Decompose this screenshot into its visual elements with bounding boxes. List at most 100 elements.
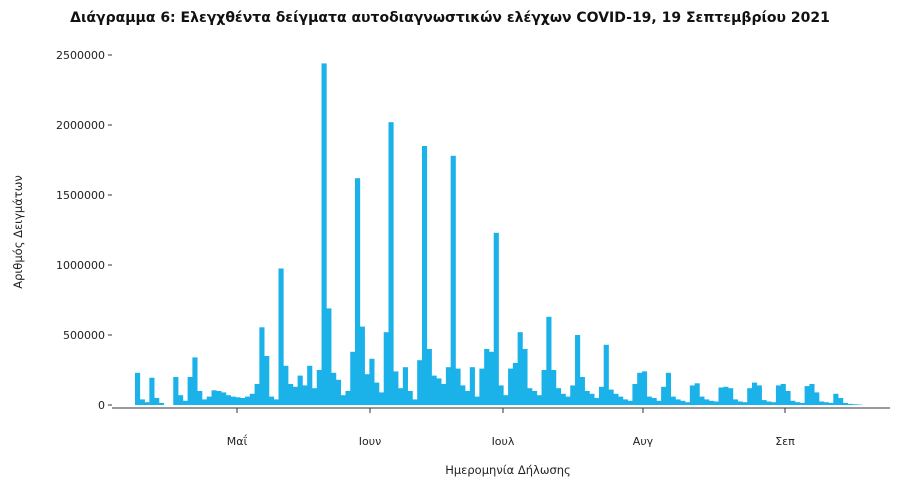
y-tick-label: 1000000 [56,259,105,272]
bar [804,386,810,405]
bar [675,399,681,405]
bar [627,400,633,405]
bar [828,402,834,405]
plot-area [135,63,863,406]
x-tick-label: Μαΐ [227,434,248,448]
bar [326,308,332,405]
bar [795,402,801,405]
bar [417,360,423,405]
bar [297,375,303,405]
bar [292,386,298,405]
bar [268,396,275,405]
bar [465,391,471,405]
bar [656,400,662,405]
bar [335,379,342,405]
y-tick-label: 1500000 [56,189,105,202]
bar [374,382,380,405]
bar [288,384,294,405]
bar [350,351,356,405]
bar [641,371,648,405]
bar [311,388,318,405]
bar [766,401,772,405]
bar [718,387,724,405]
bar [460,385,466,405]
bar [455,368,461,405]
bar [598,386,605,405]
bar [450,155,456,405]
bar [680,400,686,405]
bar [618,396,624,405]
bar [445,367,452,405]
bar [842,402,848,405]
bar [737,401,743,405]
bar [685,402,691,405]
bar [393,371,399,405]
bar [144,402,150,405]
bar [747,388,753,405]
bar [708,400,715,405]
bar [364,374,370,405]
bar [661,386,667,405]
bar [388,122,394,405]
bar [818,401,825,405]
bar [331,372,337,405]
bar [398,388,404,405]
bar [560,393,566,405]
bar [565,396,571,405]
bar [646,396,652,405]
bar [704,399,710,405]
bar [187,377,193,405]
bar [421,146,428,405]
bar [273,399,279,405]
bar [359,326,365,405]
bar [531,391,538,405]
bar [603,344,609,405]
bar [340,395,346,405]
bar [852,404,858,405]
x-tick-label: Αυγ [633,435,654,448]
bar [732,399,738,405]
bar [823,402,829,405]
bar [441,384,447,405]
bar [780,384,786,405]
x-axis-title: Ημερομηνία Δήλωσης [445,463,571,477]
bar [378,392,385,405]
x-tick-label: Ιουλ [492,435,515,448]
bar [689,385,695,405]
bar [790,400,796,405]
bar [431,375,437,405]
bar [775,385,782,405]
bar [283,365,289,405]
bar [259,327,265,405]
bar [723,386,729,405]
y-axis-title: Αριθμός Δειγμάτων [11,175,25,289]
bar [249,393,255,405]
bar [474,396,480,405]
bar [751,382,758,405]
bar [139,399,145,405]
bar [240,398,246,405]
bar [235,397,241,405]
bar [216,391,222,405]
y-tick-label: 2000000 [56,119,105,132]
bar [254,384,260,405]
bar [493,232,499,405]
bar [407,391,413,405]
bar [713,401,719,405]
bar [488,351,495,405]
bar [469,367,475,405]
bar [302,385,308,405]
bar [178,395,184,405]
bar [651,398,657,405]
bar [799,402,805,405]
bar [230,396,236,405]
bar [426,349,432,405]
x-tick-label: Σεπ [775,435,795,448]
bar [264,356,270,405]
bar [728,388,734,405]
bar [479,368,485,405]
bar [814,392,820,405]
bar [785,391,791,405]
bar [809,384,815,405]
bar [632,384,638,405]
